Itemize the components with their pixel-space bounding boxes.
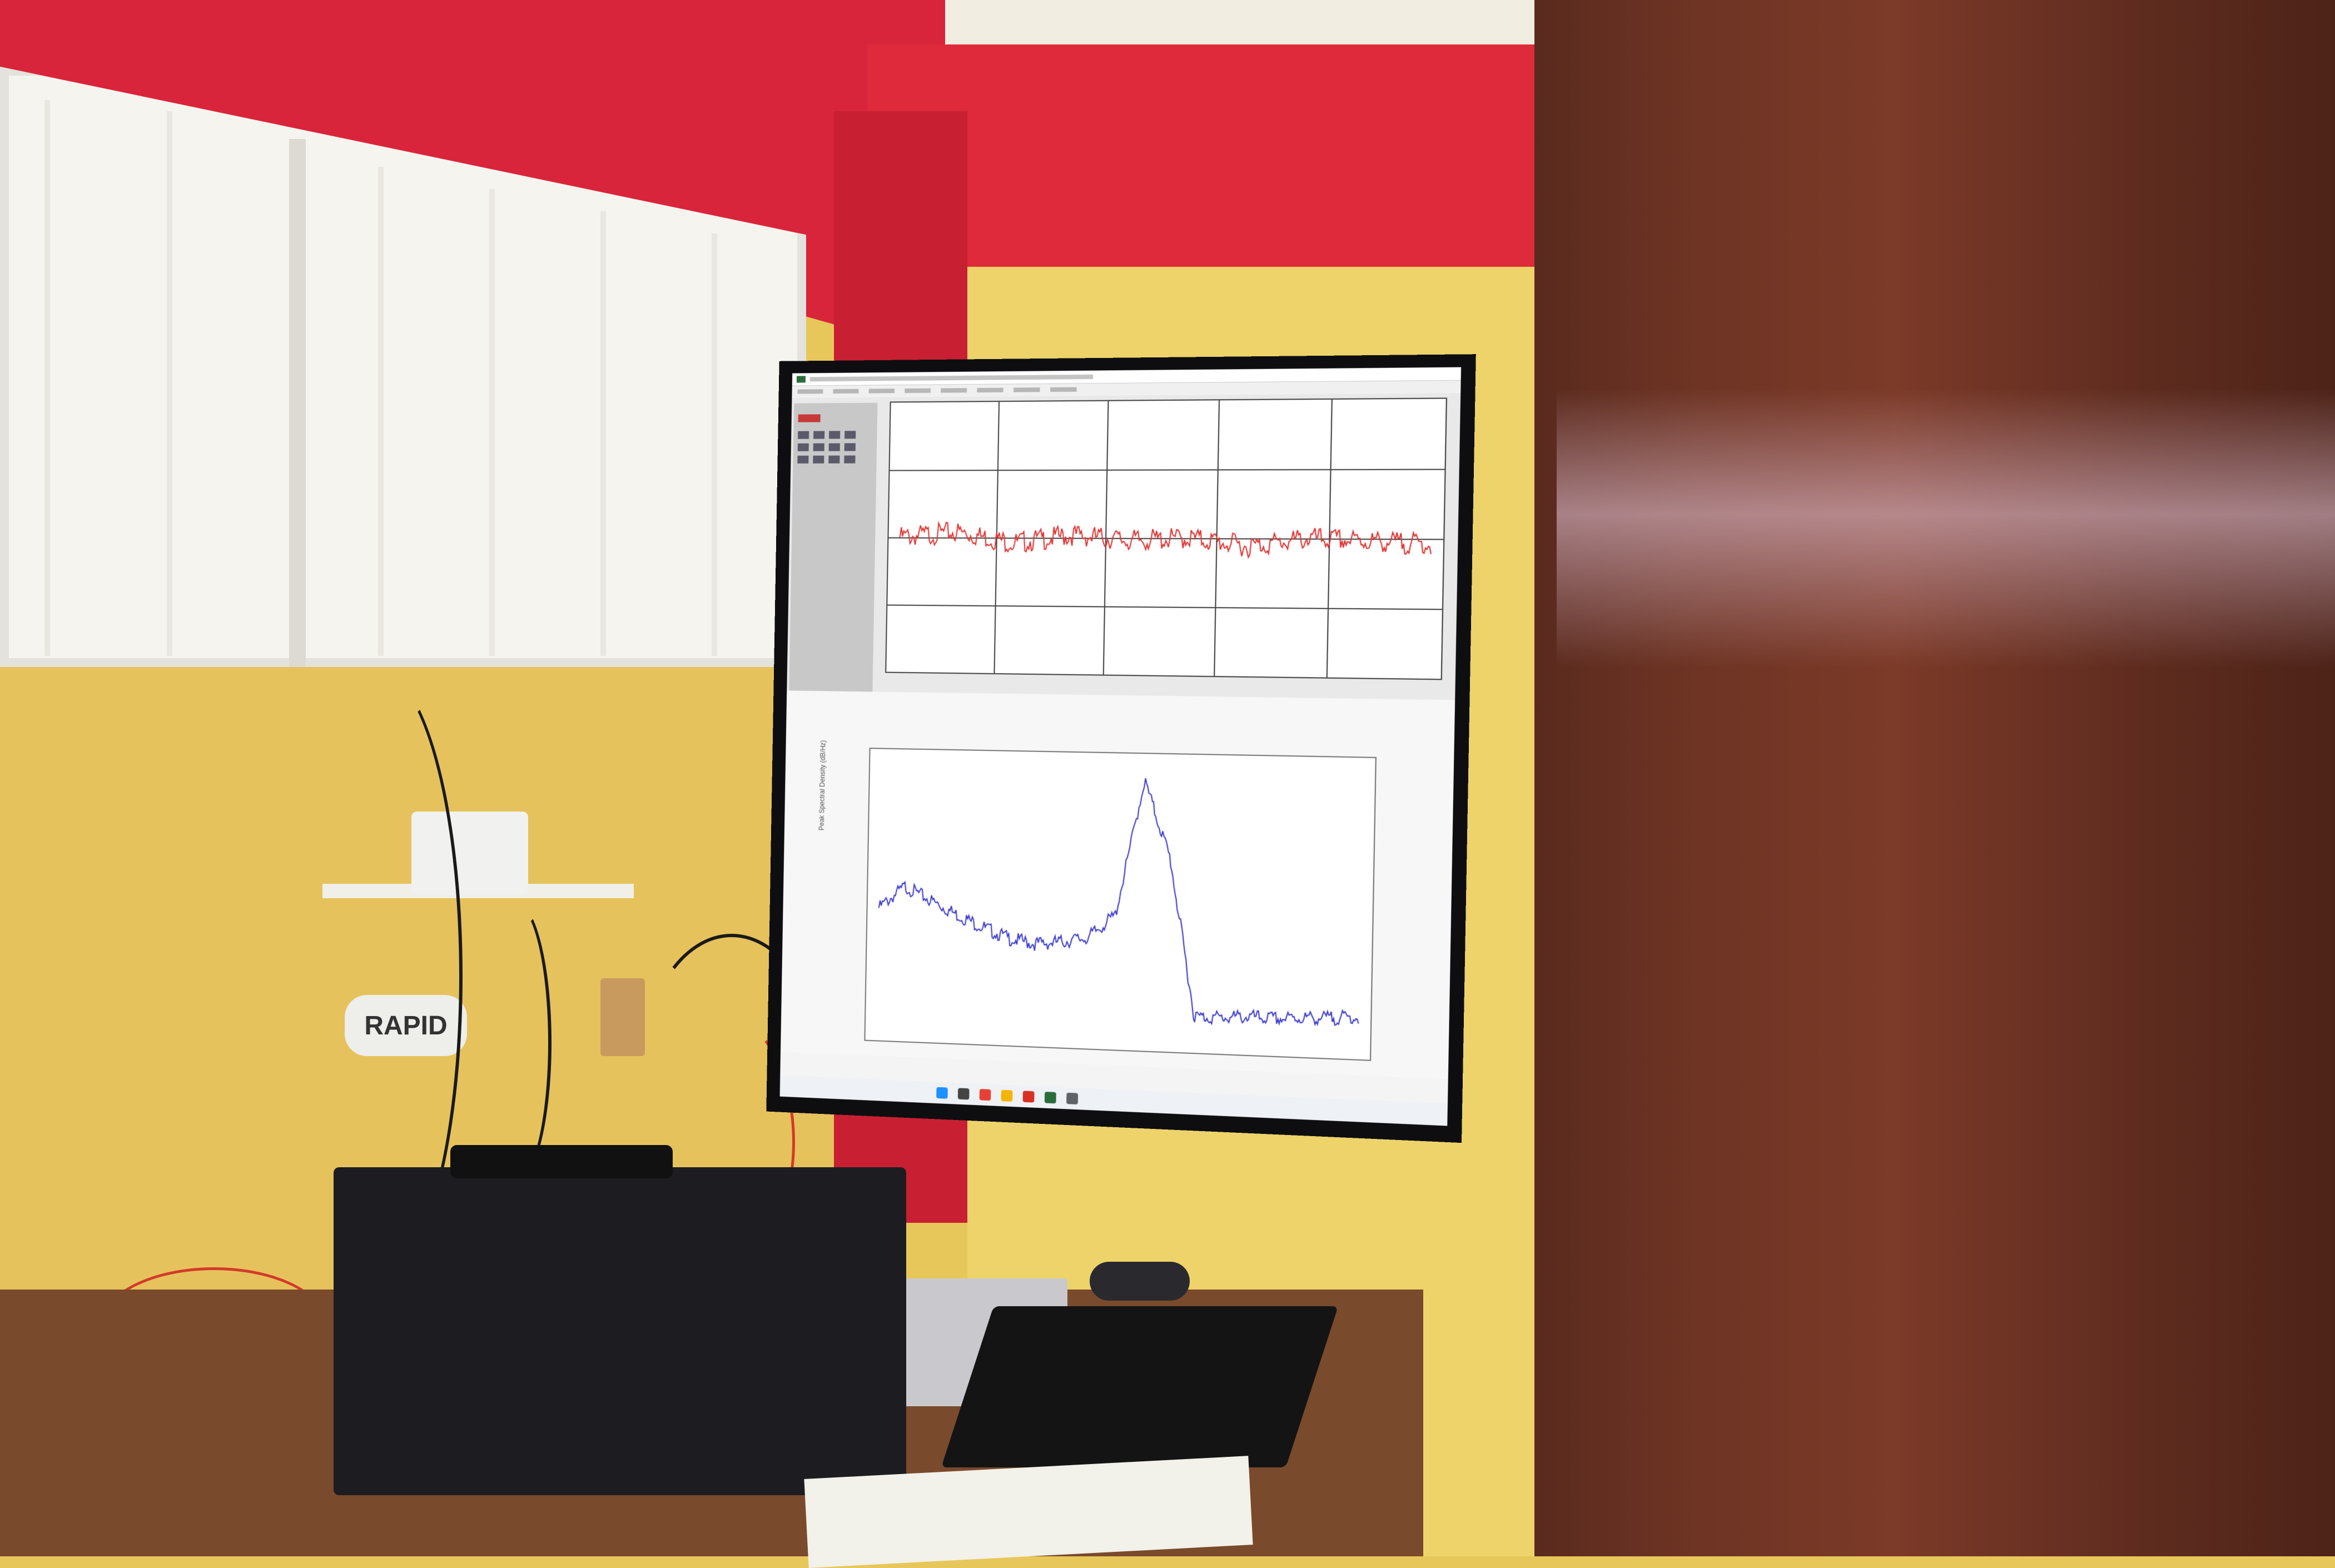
record-button[interactable] — [798, 414, 821, 422]
trace-line — [877, 773, 1363, 1029]
monitor: Peak Spectral Density (dB/Hz) — [766, 354, 1476, 1143]
pc-tower — [334, 1167, 906, 1495]
menu-item[interactable] — [797, 389, 823, 394]
window-bar — [489, 189, 495, 656]
window-bar — [167, 111, 172, 656]
window-mullion — [289, 139, 306, 667]
wall-outlet — [600, 978, 645, 1056]
keyboard — [941, 1306, 1338, 1467]
seismogram-panel — [787, 393, 1460, 708]
tool-button[interactable] — [798, 444, 809, 451]
monitor-screen: Peak Spectral Density (dB/Hz) — [780, 367, 1461, 1126]
tool-button[interactable] — [813, 431, 824, 439]
menu-item[interactable] — [833, 389, 858, 394]
wooden-door — [1534, 0, 2335, 1556]
taskbar-app-icon[interactable] — [1023, 1091, 1035, 1102]
menu-item[interactable] — [941, 388, 967, 392]
tool-button[interactable] — [828, 456, 839, 464]
cable — [478, 900, 552, 1185]
window-bar — [44, 100, 50, 656]
window-bar — [600, 211, 606, 656]
seismogram-plot — [885, 397, 1447, 680]
tool-button[interactable] — [844, 431, 856, 439]
menu-item[interactable] — [869, 389, 895, 393]
app-title — [810, 375, 1093, 382]
tool-button[interactable] — [797, 456, 808, 464]
menu-item[interactable] — [1050, 387, 1077, 392]
tool-button[interactable] — [813, 444, 824, 451]
smartphone — [450, 1145, 673, 1178]
menu-item[interactable] — [1014, 387, 1040, 392]
taskbar-app-icon[interactable] — [980, 1089, 991, 1101]
trace-line — [900, 522, 1432, 558]
spectrum-panel: Peak Spectral Density (dB/Hz) — [781, 690, 1455, 1079]
spectrum-ylabel: Peak Spectral Density (dB/Hz) — [818, 740, 827, 830]
tool-button[interactable] — [829, 443, 840, 451]
door-reflection — [1557, 389, 2335, 667]
taskbar-app-icon[interactable] — [1045, 1092, 1056, 1103]
taskbar-app-icon[interactable] — [1066, 1093, 1078, 1104]
seismic-trace — [886, 399, 1446, 679]
menu-item[interactable] — [977, 388, 1003, 392]
toolbox — [789, 403, 877, 694]
tool-button[interactable] — [844, 455, 855, 463]
tool-button[interactable] — [829, 431, 840, 439]
window-bar — [378, 167, 384, 656]
tool-button[interactable] — [798, 431, 809, 439]
app-icon — [797, 376, 806, 382]
window-bar — [712, 233, 717, 656]
spectrum-trace — [865, 749, 1375, 1059]
spectrum-plot — [864, 748, 1377, 1061]
menu-item[interactable] — [905, 389, 931, 393]
start-icon[interactable] — [936, 1087, 948, 1099]
mouse — [1090, 1262, 1190, 1301]
tool-button[interactable] — [813, 456, 824, 464]
taskbar-app-icon[interactable] — [1001, 1090, 1013, 1102]
taskbar-app-icon[interactable] — [958, 1088, 970, 1099]
tool-button[interactable] — [844, 443, 856, 451]
